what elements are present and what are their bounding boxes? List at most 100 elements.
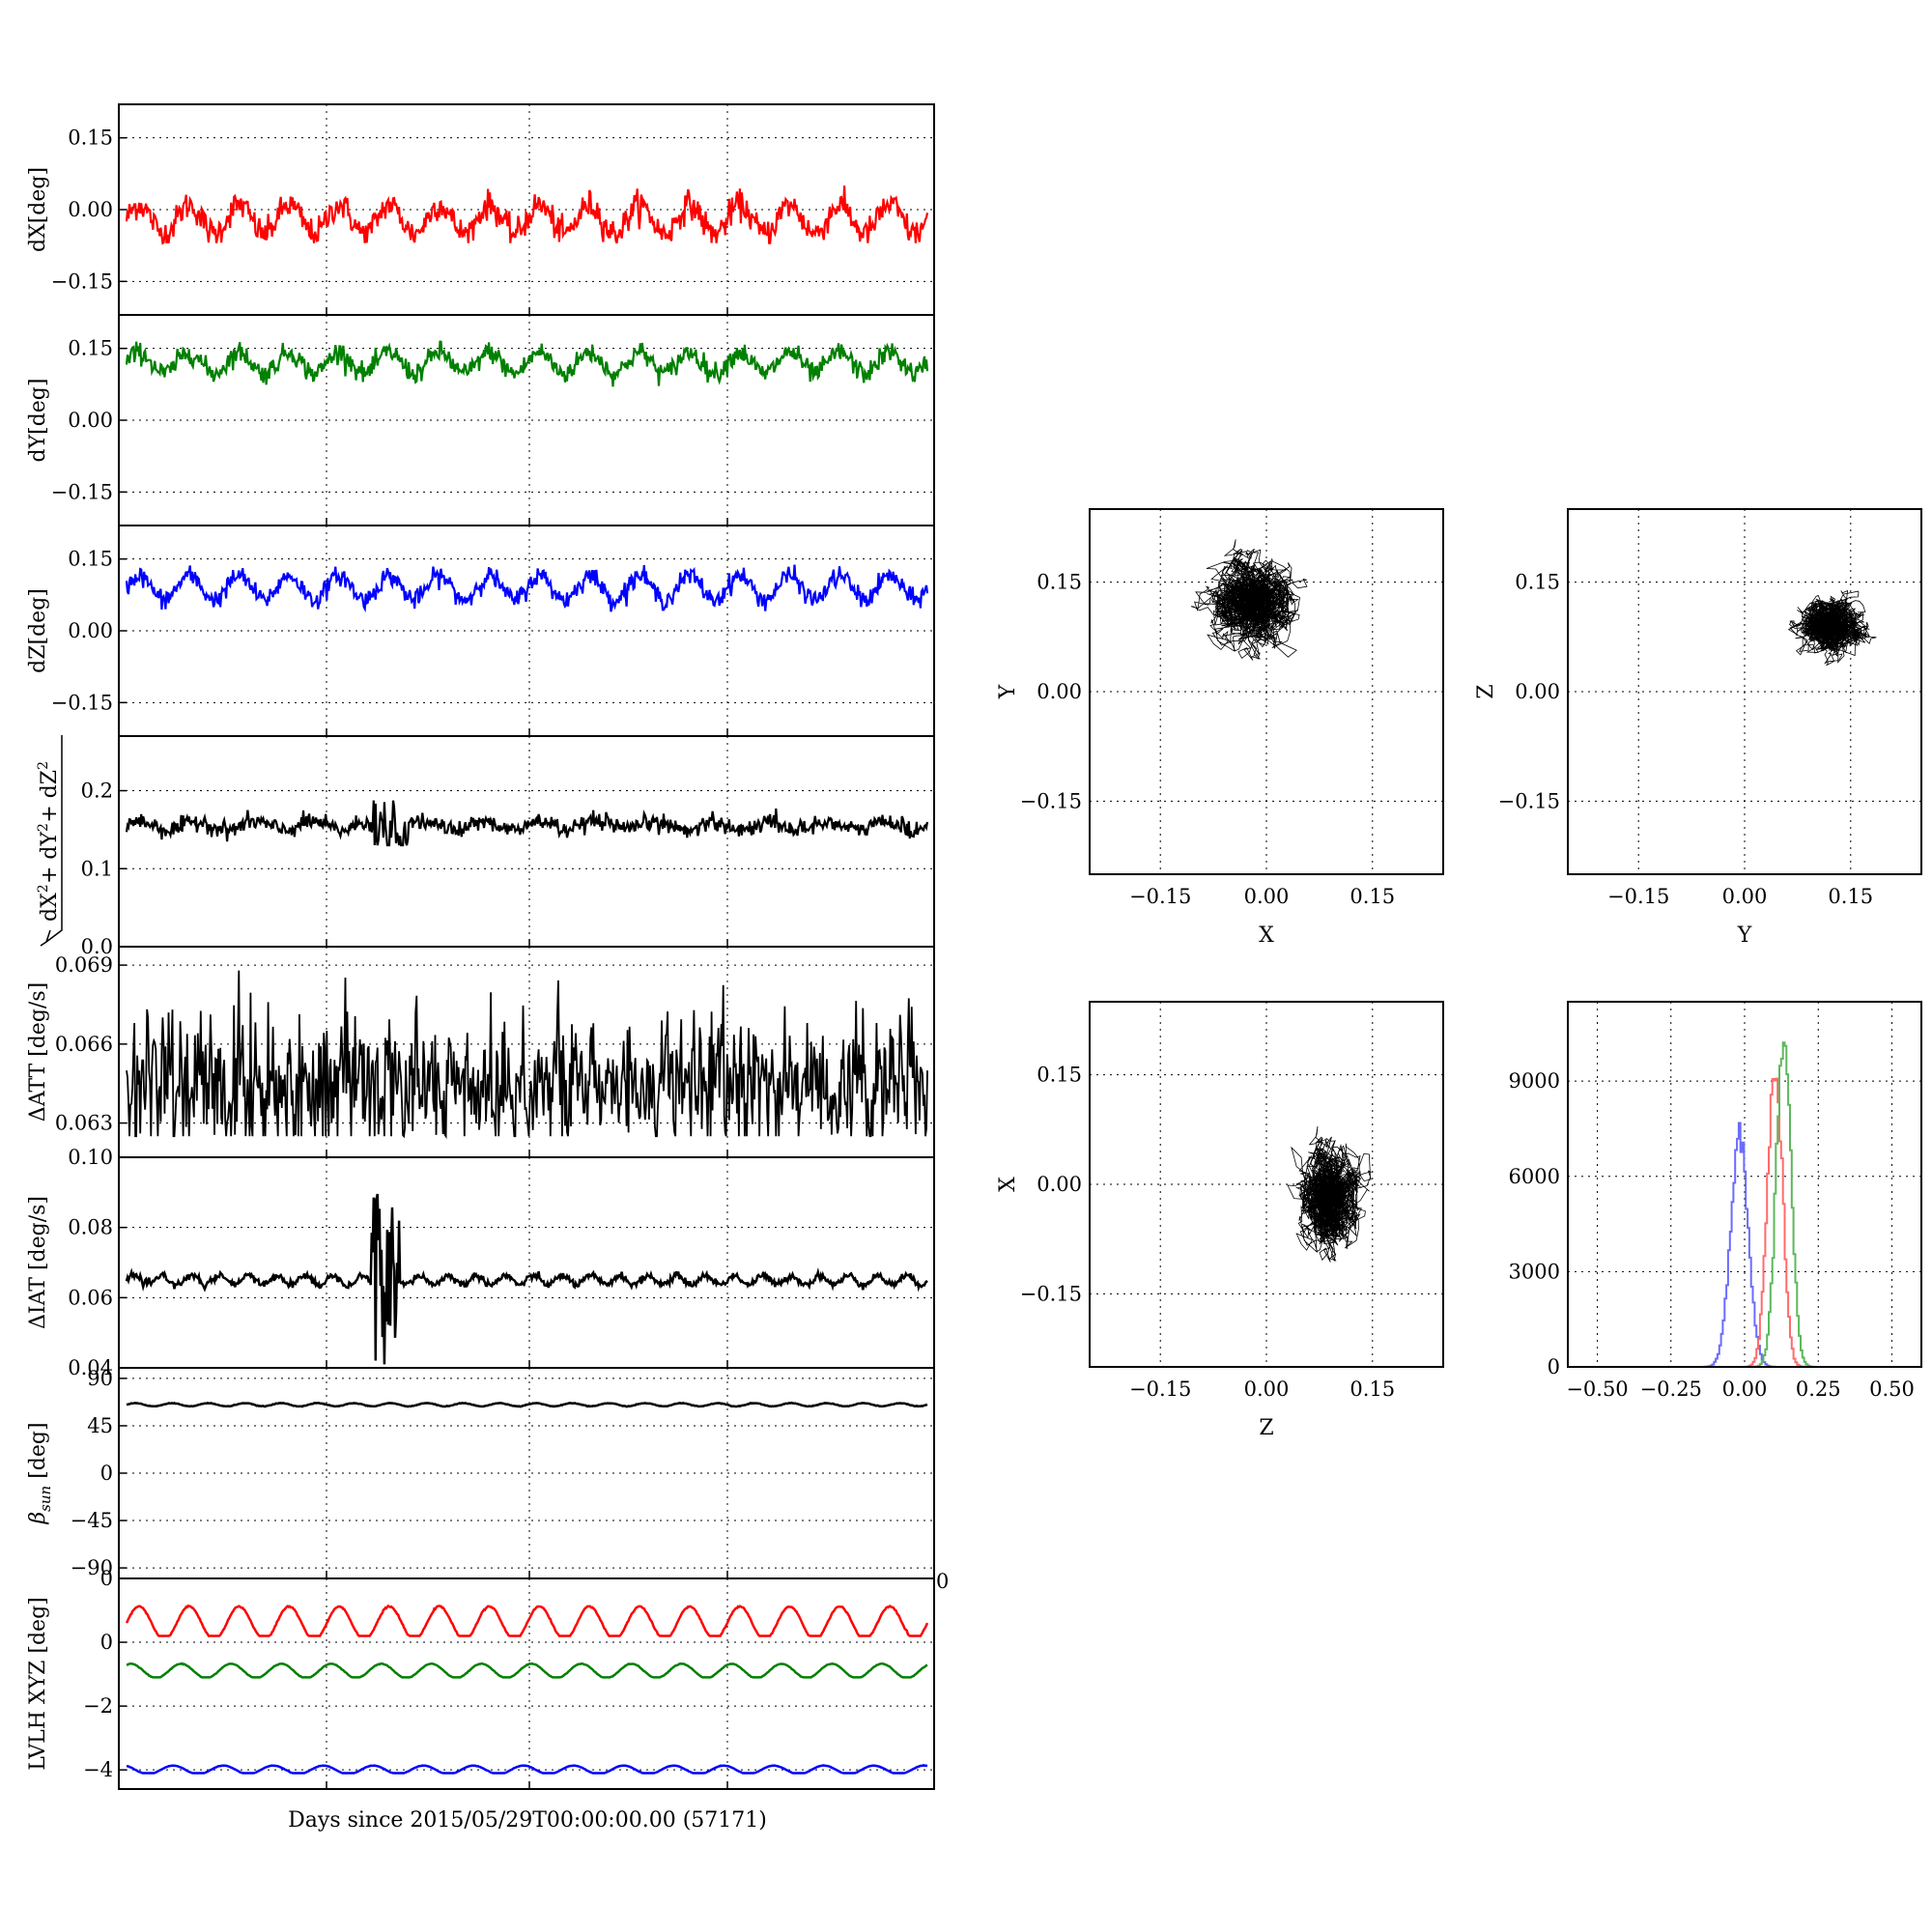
histogram-series [1597,1077,1893,1368]
y-tick-label: 0.00 [1515,680,1560,703]
panel-3: 0.15 0.00 −0.15 [51,526,934,736]
y-tick-label: 0.10 [68,1146,113,1169]
y-tick-label: 0 [100,1462,113,1485]
y-tick-label: 3000 [1509,1260,1560,1283]
histogram-panel: −0.50 −0.25 0.00 0.25 0.50 9000 6000 3000 0 [1509,1001,1922,1401]
x-tick-label: 0.15 [1828,885,1873,908]
y-tick-label: −0.15 [1498,789,1560,812]
y-tick-label: 0.1 [81,857,113,880]
y-tick-label: 0.06 [68,1286,113,1309]
scatter-z-vs-x: −0.15 0.15 0.00 0.00 0.15 −0.15 Z X [996,1001,1444,1440]
panel-8: 0 0 −2 −4 0 [83,1567,949,1789]
panel-frame [118,1156,935,1369]
y-tick-label: 0 [100,1631,113,1654]
x-tick-label: −0.15 [1607,885,1669,908]
label-part: β [26,1512,50,1525]
series-line [125,185,929,245]
label-part: dX [38,893,62,922]
series-line [125,1193,928,1365]
scatter-x-vs-y: −0.15 0.15 0.00 0.00 0.15 −0.15 X Y [996,508,1444,948]
y-tick-label: 0.15 [1037,1064,1082,1087]
y-axis-label: dX[deg] [26,167,50,252]
x-tick-label: 0.00 [1722,885,1768,908]
y-axis-label: dZ[deg] [26,588,50,673]
label-part: + [38,798,62,822]
series-line [125,1604,929,1637]
series-line [126,1401,928,1408]
y-tick-label: 45 [87,1414,113,1437]
y-tick-label: 0.04 [68,1356,113,1379]
y-axis-label: dX2 + dY2 + dZ2 [36,761,62,922]
panel-frame [1567,508,1922,875]
x-tick-label: 0.00 [1722,1378,1768,1401]
y-axis-label: ΔIAT [deg/s] [26,1196,50,1329]
y-tick-label: 0.2 [81,780,113,803]
y-tick-label: 0.15 [68,337,113,360]
y-axis-label: Y [996,684,1020,699]
y-tick-label: −2 [83,1694,113,1718]
y-tick-label: 0.15 [1037,571,1082,594]
radical-sign [40,735,63,947]
histogram-series [1597,1122,1893,1368]
panel-frame-3: dZ[deg] [26,525,935,737]
series-line [126,970,928,1140]
y-tick-label: 0 [100,1567,113,1590]
y-tick-label: −0.15 [51,480,113,503]
y-tick-label: 0.063 [55,1112,113,1135]
time-series-stack: 0.150.00−0.150.150.00−0.150.150.00−0.150… [26,103,949,1790]
label-part: dY [38,831,62,859]
panel-frame [1089,508,1444,875]
y-tick-label: 0.00 [68,198,113,221]
y-tick-label: 0.066 [55,1033,113,1056]
x-axis-label: Z [1259,1416,1273,1440]
y-tick-label: 0.069 [55,953,113,977]
x-axis-label: Y [1737,923,1752,948]
x-tick-label: 0.15 [1350,1378,1395,1401]
y-axis-label: LVLH XYZ [deg] [26,1597,50,1771]
y-tick-label: 0.00 [1037,680,1082,703]
y-tick-label: −0.15 [1020,1282,1082,1305]
y-tick-label: 0.08 [68,1216,113,1239]
scatter-trace [1787,589,1877,667]
y-tick-label: −0.15 [1020,789,1082,812]
panel-frame-8: LVLH XYZ [deg] [26,1577,935,1790]
scatter-trace [1190,539,1308,661]
panel-1: 0.15 0.00 −0.15 [51,104,934,315]
series-line [125,800,929,847]
y-tick-label: −4 [83,1758,113,1781]
y-tick-label: 9000 [1509,1069,1560,1093]
x-axis-label: X [1259,923,1274,948]
panel-6: 0.10 0.08 0.06 0.04 [68,1146,934,1379]
y-tick-label: 0.00 [1037,1173,1082,1196]
y-tick-label: 0.15 [68,127,113,150]
x-tick-label: −0.15 [1129,1378,1191,1401]
y-tick-label: −90 [71,1556,113,1579]
corner-tick-label: 0 [936,1570,949,1593]
x-tick-label: 0.00 [1244,1378,1290,1401]
x-axis-label: Days since 2015/05/29T00:00:00.00 (57171… [288,1808,767,1833]
panel-frame [118,735,935,948]
y-tick-label: 0.0 [81,935,113,958]
panel-7: 90 45 0 −45 −90 [71,1367,934,1579]
y-axis-label: Z [1474,684,1498,698]
panel-4: 0.2 0.1 0.0 [81,736,934,958]
panel-frame-2: dY[deg] [26,314,935,526]
label-subscript: sun [37,1486,54,1512]
y-tick-label: 0.00 [68,409,113,432]
y-tick-label: 0.15 [68,548,113,571]
label-superscript: 2 [36,823,51,832]
x-tick-label: 0.50 [1869,1378,1915,1401]
series-line [126,1764,928,1775]
y-tick-label: 0 [1548,1355,1560,1378]
scatter-trace [1287,1125,1373,1263]
x-tick-label: −0.25 [1640,1378,1702,1401]
label-superscript: 2 [36,761,51,770]
panel-frame [1567,1001,1922,1368]
y-tick-label: −0.15 [51,270,113,293]
panel-frame-4: dX2 + dY2 + dZ2 [36,735,935,948]
panel-frame [118,1577,935,1790]
label-part: + [38,860,62,884]
label-part: dZ [38,770,62,798]
panel-frame [1089,1001,1444,1368]
